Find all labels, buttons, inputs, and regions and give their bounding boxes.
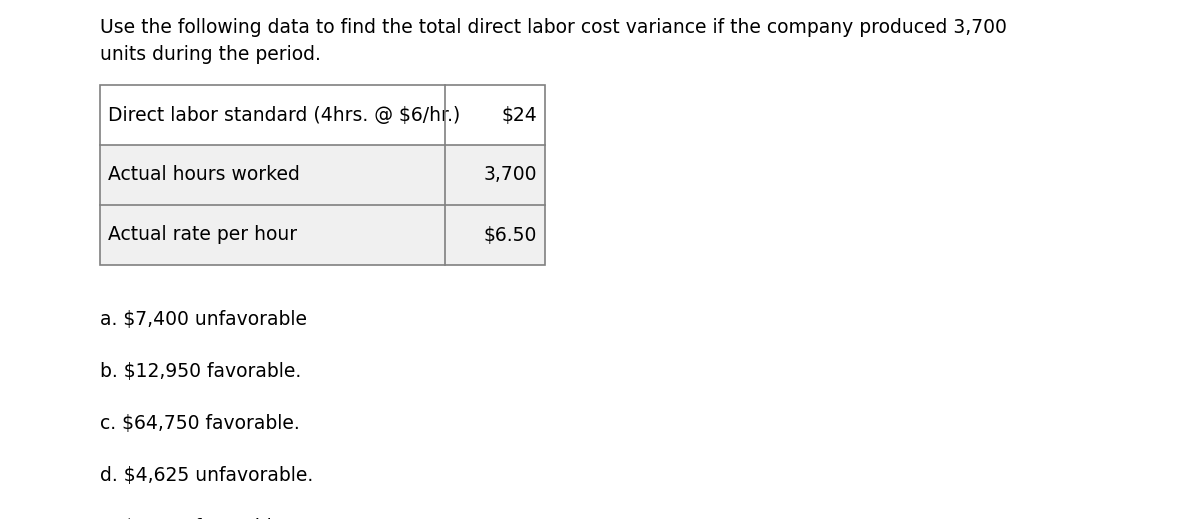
Bar [100, 145, 545, 205]
Text: Actual rate per hour: Actual rate per hour [108, 225, 298, 244]
Text: Actual hours worked: Actual hours worked [108, 166, 300, 184]
Text: e. $7,400 favorable.: e. $7,400 favorable. [100, 518, 289, 519]
Text: 3,700: 3,700 [484, 166, 538, 184]
Bar [100, 85, 545, 145]
Text: c. $64,750 favorable.: c. $64,750 favorable. [100, 414, 300, 433]
Bar [100, 205, 545, 265]
Text: b. $12,950 favorable.: b. $12,950 favorable. [100, 362, 301, 381]
Text: Direct labor standard (4hrs. @ $6/hr.): Direct labor standard (4hrs. @ $6/hr.) [108, 105, 461, 125]
Bar [100, 85, 545, 265]
Text: $6.50: $6.50 [484, 225, 538, 244]
Text: $24: $24 [502, 105, 538, 125]
Text: d. $4,625 unfavorable.: d. $4,625 unfavorable. [100, 466, 313, 485]
Text: Use the following data to find the total direct labor cost variance if the compa: Use the following data to find the total… [100, 18, 1007, 64]
Text: a. $7,400 unfavorable: a. $7,400 unfavorable [100, 310, 307, 329]
